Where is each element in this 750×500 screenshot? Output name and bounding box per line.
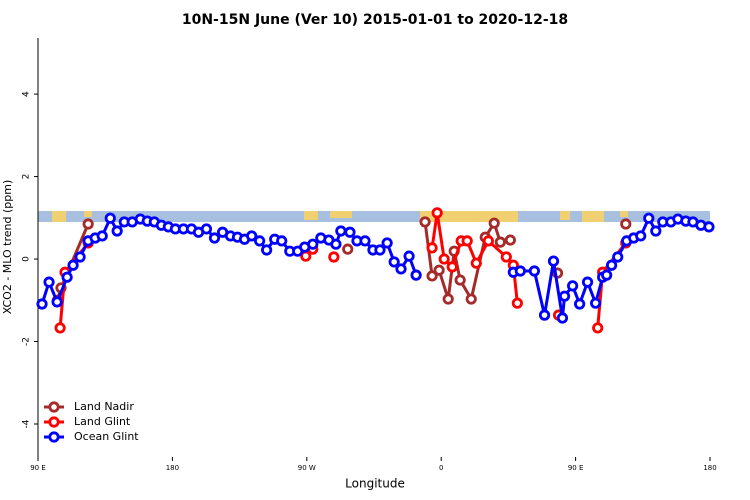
data-point [470, 257, 482, 269]
data-point [43, 276, 55, 288]
data-point [74, 251, 86, 263]
x-tick-label: 180 [703, 464, 716, 472]
x-axis-label: Longitude [345, 477, 405, 491]
data-point [446, 261, 458, 273]
data-point [431, 207, 443, 219]
x-tick-label: 180 [166, 464, 179, 472]
data-point [465, 293, 477, 305]
data-point [67, 259, 79, 271]
data-point [605, 259, 618, 271]
y-tick-label: -4 [22, 419, 32, 428]
data-point [592, 322, 604, 334]
data-point [590, 297, 602, 309]
data-point [51, 296, 63, 308]
data-point [703, 221, 715, 233]
data-point [330, 238, 342, 250]
data-point [514, 265, 526, 277]
data-point [82, 218, 94, 230]
y-tick-label: 4 [22, 91, 32, 97]
x-tick-label: 0 [439, 464, 443, 472]
legend-label: Land Glint [74, 415, 131, 428]
data-point [307, 238, 319, 250]
data-point [504, 234, 516, 246]
data-point [567, 280, 579, 292]
data-point [494, 236, 506, 248]
data-point [342, 243, 354, 255]
data-point [335, 225, 347, 237]
data-point [528, 265, 540, 277]
data-point [556, 312, 569, 324]
data-point [438, 253, 450, 265]
data-point [601, 269, 613, 281]
data-point [261, 244, 273, 256]
data-point [635, 230, 647, 242]
y-tick-label: 0 [22, 256, 32, 262]
data-point [547, 255, 560, 267]
data-point [426, 242, 438, 254]
data-point [511, 297, 523, 309]
data-point [581, 276, 594, 288]
y-tick-label: -2 [22, 337, 32, 346]
data-point [488, 217, 500, 229]
data-point [246, 230, 258, 242]
data-point [454, 274, 466, 286]
data-point [442, 293, 454, 305]
data-point [328, 251, 340, 263]
data-point [612, 251, 624, 263]
data-point [61, 271, 73, 283]
data-point [482, 235, 494, 247]
data-point [276, 235, 288, 247]
data-point [410, 269, 422, 281]
legend-label: Ocean Glint [74, 430, 139, 443]
data-point [344, 226, 356, 238]
data-point [650, 225, 662, 237]
data-point [36, 298, 48, 310]
y-axis-label: XCO2 - MLO trend (ppm) [1, 180, 14, 315]
data-point [54, 322, 66, 334]
data-point [461, 235, 473, 247]
chart-title: 10N-15N June (Ver 10) 2015-01-01 to 2020… [182, 12, 568, 28]
legend-marker [48, 416, 60, 428]
data-point [643, 212, 655, 224]
legend-marker [48, 431, 60, 443]
data-point [538, 309, 551, 321]
data-point [403, 250, 415, 262]
data-point [374, 244, 386, 256]
data-point [388, 256, 400, 268]
legend-label: Land Nadir [74, 400, 134, 413]
data-point [208, 232, 221, 244]
data-point [574, 298, 586, 310]
x-tick-label: 90 E [30, 464, 46, 472]
data-point [500, 251, 512, 263]
data-point [96, 230, 108, 242]
land-ocean-strip [38, 211, 710, 222]
data-point [426, 270, 438, 282]
legend-marker [48, 401, 60, 413]
data-point [395, 263, 407, 275]
data-point [104, 212, 116, 224]
data-point [558, 290, 571, 302]
data-point [359, 235, 371, 247]
data-point [419, 216, 431, 228]
x-tick-label: 90 W [298, 464, 316, 472]
data-point [200, 223, 213, 235]
x-tick-label: 90 E [568, 464, 584, 472]
data-point [381, 237, 393, 249]
data-point [111, 225, 123, 237]
data-point [433, 264, 445, 276]
data-point [620, 218, 632, 230]
data-point [254, 235, 266, 247]
y-tick-label: 2 [22, 174, 32, 180]
